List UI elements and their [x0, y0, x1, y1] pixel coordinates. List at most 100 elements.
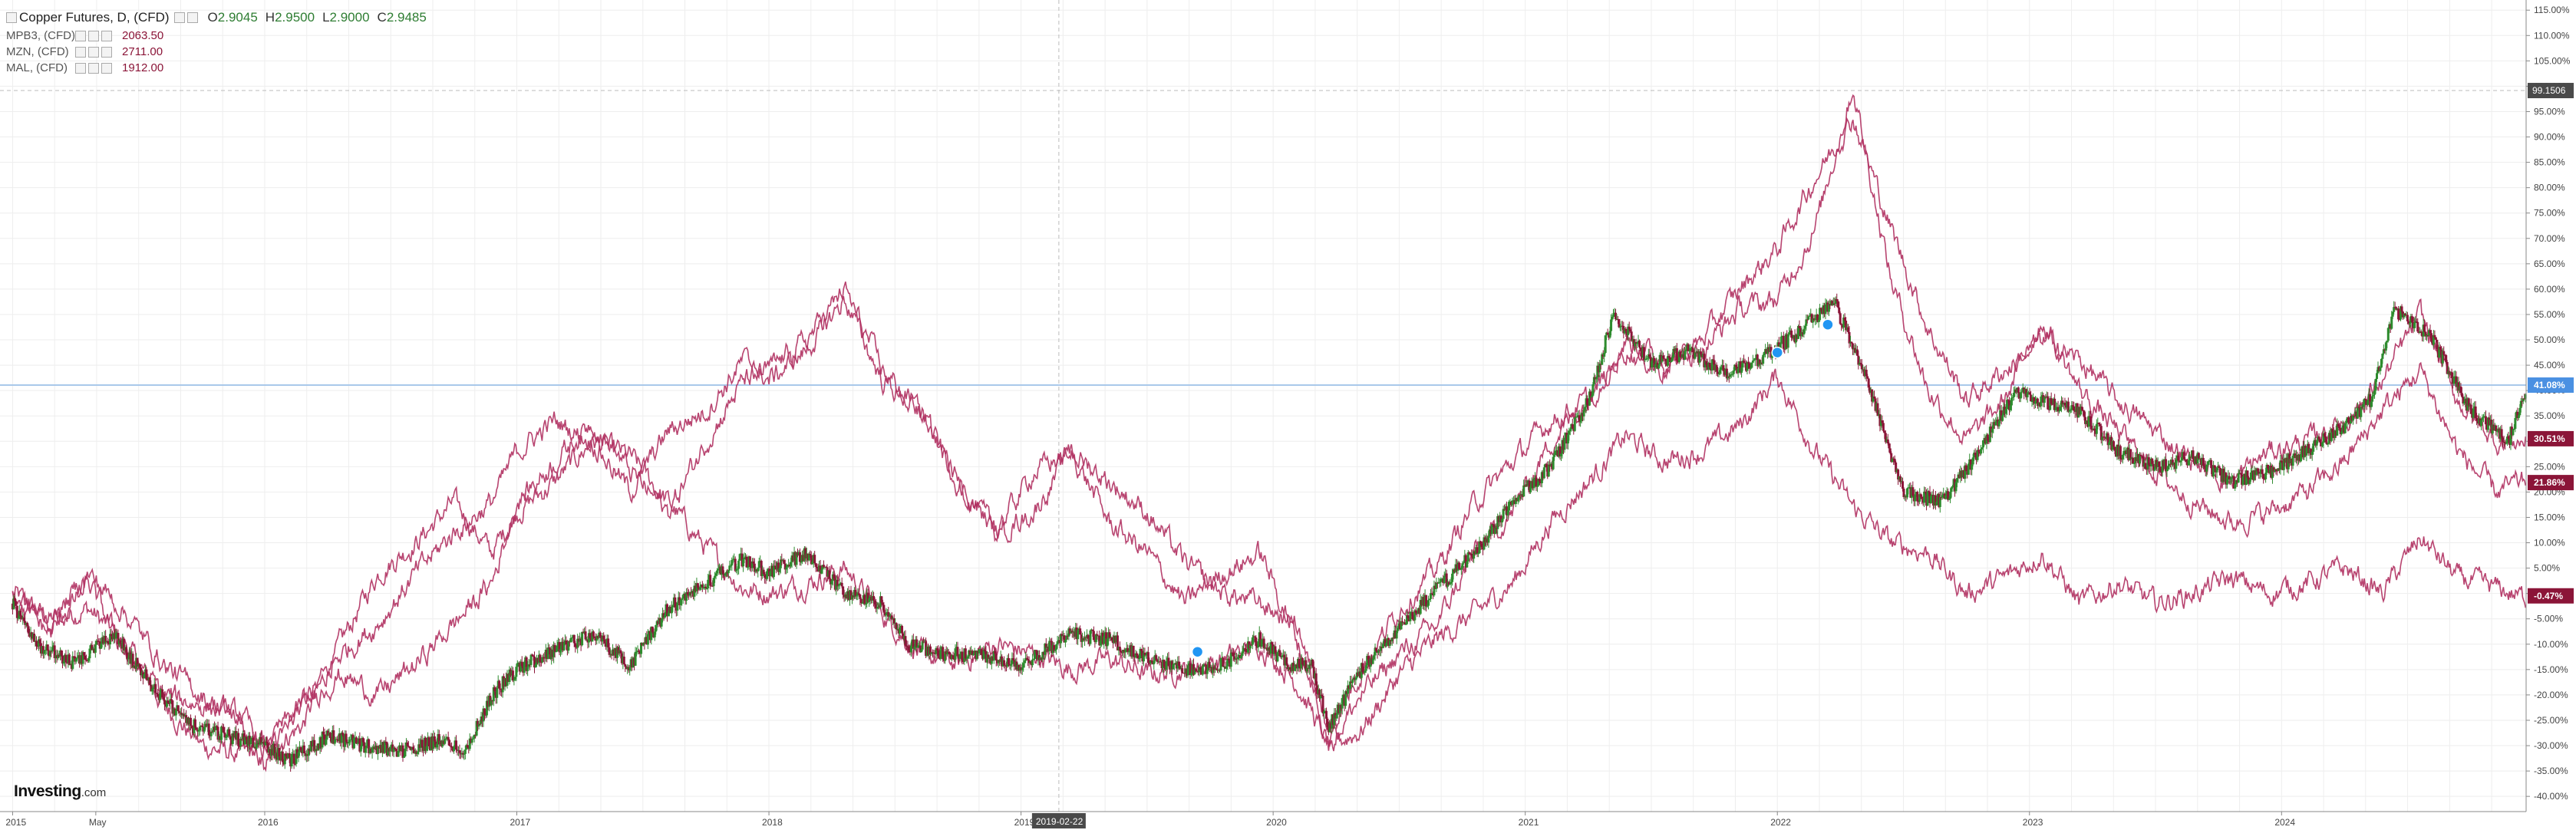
candle-body	[1414, 610, 1417, 614]
x-tick-label: May	[89, 817, 107, 828]
candle-body	[1867, 378, 1870, 388]
candle-body	[2166, 466, 2169, 469]
candle-body	[1758, 359, 1761, 365]
candle-body	[2237, 473, 2240, 483]
candle-body	[1618, 319, 1621, 328]
eye-icon[interactable]	[75, 46, 86, 58]
candle-body	[223, 732, 226, 738]
candle-body	[383, 741, 386, 753]
candle-body	[2364, 398, 2367, 400]
candle-body	[1986, 434, 1989, 441]
candle-body	[355, 737, 358, 744]
candle-body	[427, 737, 430, 746]
y-tick-label: 45.00%	[2534, 360, 2565, 371]
candle-body	[2310, 451, 2314, 456]
candle-body	[1364, 670, 1367, 674]
candle-body	[352, 738, 355, 749]
collapse-icon[interactable]	[6, 12, 17, 23]
candle-body	[2502, 437, 2505, 443]
candle-body	[1194, 669, 1197, 671]
settings-icon[interactable]	[186, 12, 198, 23]
candle-body	[574, 643, 577, 647]
eye-icon[interactable]	[173, 12, 185, 23]
compare-symbol: MPB3, (CFD)	[6, 29, 75, 42]
y-tick-label: -5.00%	[2534, 614, 2563, 624]
compare-value: 2711.00	[122, 45, 163, 58]
close-icon[interactable]	[101, 62, 112, 74]
y-tick-label: 55.00%	[2534, 309, 2565, 320]
candle-body	[387, 748, 390, 756]
candle-body	[757, 568, 760, 571]
candle-body	[2010, 397, 2013, 406]
candle-body	[1964, 465, 1967, 472]
candle-body	[790, 562, 793, 567]
settings-icon[interactable]	[88, 62, 99, 74]
candle-body	[281, 751, 284, 762]
candle-body	[361, 738, 364, 743]
eye-icon[interactable]	[75, 62, 86, 74]
candle-body	[1064, 640, 1067, 643]
candle-body	[1462, 562, 1465, 564]
x-tick-label: 2017	[510, 817, 531, 828]
candle-body	[1367, 656, 1370, 660]
candle-body	[148, 677, 151, 685]
candle-body	[746, 567, 749, 568]
candle-body	[665, 604, 668, 617]
candle-body	[1381, 644, 1384, 648]
candle-body	[2321, 443, 2324, 446]
eye-icon[interactable]	[75, 30, 86, 41]
candle-body	[916, 645, 919, 648]
candle-body	[138, 664, 141, 668]
candle-body	[928, 646, 932, 654]
candle-body	[394, 747, 397, 749]
value-badge-label: 30.51%	[2534, 433, 2565, 444]
candle-body	[850, 595, 853, 600]
candle-body	[1138, 658, 1141, 660]
candle-body	[127, 658, 130, 660]
candle-body	[932, 652, 935, 654]
candle-body	[651, 626, 654, 633]
settings-icon[interactable]	[88, 30, 99, 41]
candle-body	[323, 734, 326, 745]
settings-icon[interactable]	[88, 46, 99, 58]
candle-body	[2452, 376, 2456, 384]
close-icon[interactable]	[101, 46, 112, 58]
candle-body	[1201, 667, 1204, 675]
candle-body	[2407, 321, 2410, 324]
candle-body	[1447, 581, 1450, 585]
candle-body	[686, 591, 689, 595]
close-icon[interactable]	[101, 30, 112, 41]
candle-body	[239, 739, 242, 746]
candle-body	[1248, 644, 1252, 649]
candle-body	[1805, 319, 1808, 326]
candle-body	[1845, 321, 1848, 331]
candle-body	[1976, 450, 1979, 460]
candle-body	[838, 583, 841, 586]
candle-body	[154, 683, 157, 693]
y-tick-label: 25.00%	[2534, 461, 2565, 472]
y-tick-label: -35.00%	[2534, 766, 2568, 776]
candle-body	[2324, 436, 2327, 443]
candle-body	[913, 647, 916, 649]
candle-body	[1831, 301, 1834, 306]
candle-body	[1136, 655, 1140, 659]
candle-body	[1691, 347, 1694, 353]
candle-body	[1814, 318, 1817, 321]
candle-body	[1361, 663, 1364, 673]
candle-body	[62, 661, 65, 664]
candle-body	[1699, 351, 1702, 354]
candle-body	[435, 743, 438, 748]
candle-body	[1763, 351, 1766, 355]
candle-body	[1741, 361, 1744, 368]
candle-body	[364, 748, 367, 753]
candle-body	[1092, 631, 1095, 641]
candle-body	[2317, 436, 2320, 440]
candle-body	[2337, 423, 2340, 427]
candle-body	[964, 648, 967, 659]
candle-body	[1413, 610, 1417, 621]
candle-body	[190, 726, 193, 729]
candle-body	[1433, 585, 1436, 596]
candle-body	[1143, 652, 1146, 656]
